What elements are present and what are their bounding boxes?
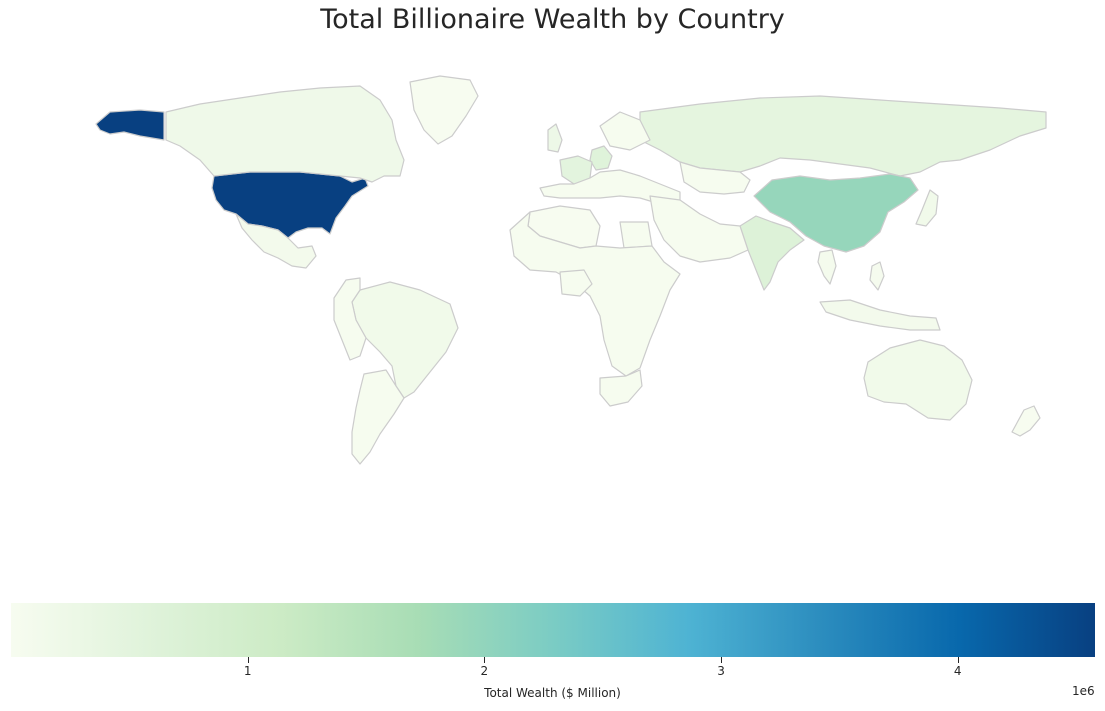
colorbar-tick-label: 4: [953, 664, 962, 678]
country-south-africa: [599, 369, 643, 407]
colorbar-label: Total Wealth ($ Million): [484, 686, 621, 700]
country-new-zealand: [1011, 405, 1041, 437]
country-middle-east: [649, 195, 749, 263]
colorbar-tick-label: 3: [717, 664, 725, 678]
country-mexico: [235, 213, 317, 269]
country-south-america-other: [333, 277, 367, 361]
colorbar-tick-label: 2: [480, 664, 489, 678]
map-title: Total Billionaire Wealth by Country: [320, 4, 785, 35]
colorbar-tick: [957, 657, 959, 663]
country-japan: [915, 189, 939, 227]
colorbar-tick: [247, 657, 249, 663]
colorbar-tick: [721, 657, 723, 663]
country-russia: [639, 95, 1047, 177]
world-map: [95, 75, 1047, 465]
colorbar: [11, 603, 1095, 657]
country-thailand: [817, 249, 837, 285]
country-united-kingdom: [547, 123, 563, 153]
country-egypt: [619, 221, 653, 249]
country-nigeria: [559, 269, 593, 297]
country-greenland: [409, 75, 479, 145]
country-germany: [589, 145, 613, 171]
colorbar-tick-label: 1: [243, 664, 252, 678]
country-europe-other: [539, 111, 681, 205]
country-canada: [165, 85, 405, 183]
colorbar-tick: [484, 657, 486, 663]
country-australia: [863, 339, 973, 421]
country-india: [739, 215, 805, 291]
country-philippines: [869, 261, 885, 291]
country-argentina: [351, 369, 405, 465]
country-kazakhstan: [679, 161, 751, 195]
country-indonesia: [819, 299, 941, 331]
country-china: [753, 173, 919, 253]
colorbar-offset-text: 1e6: [1072, 684, 1095, 698]
